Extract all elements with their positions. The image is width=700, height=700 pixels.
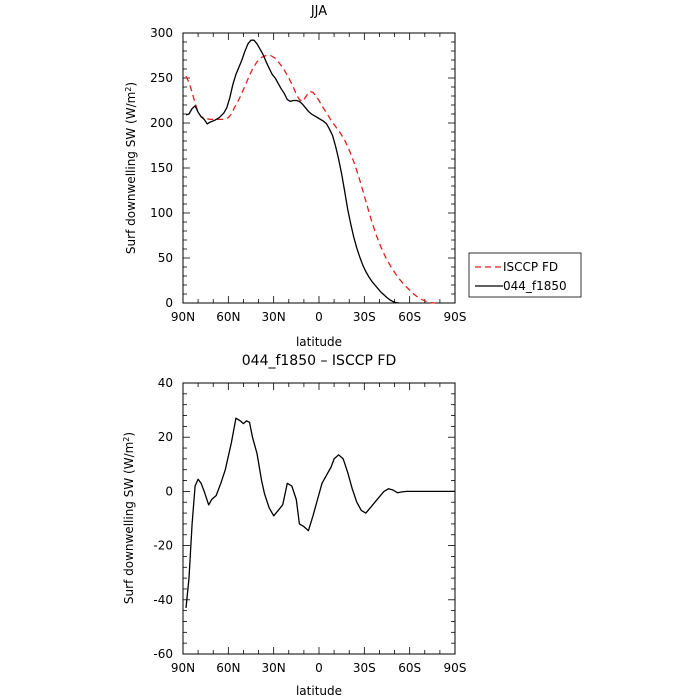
y-tick-label-top: 0	[165, 296, 173, 310]
y-tick-label-bottom: -40	[153, 593, 173, 607]
y-tick-label-top: 150	[150, 161, 173, 175]
y-tick-label-top: 300	[150, 26, 173, 40]
y-tick-label-top: 50	[158, 251, 173, 265]
plot-frame-bottom	[182, 382, 456, 655]
x-tick-label-top: 60N	[216, 310, 240, 324]
x-axis-label-top: latitude	[296, 335, 342, 349]
legend-box	[468, 252, 582, 298]
series-line-bottom-0	[185, 417, 455, 608]
legend-label-isccp: ISCCP FD	[503, 260, 558, 274]
y-tick-label-bottom: -20	[153, 539, 173, 553]
plot-frame-top	[182, 32, 456, 304]
x-tick-label-top: 30N	[262, 310, 286, 324]
x-tick-label-top: 90N	[171, 310, 195, 324]
panel-bottom: 044_f1850 – ISCCP FD latitude Surf downw…	[122, 353, 466, 698]
chart-title-top: JJA	[310, 4, 327, 19]
y-axis-label-top-sup: 2	[124, 87, 133, 92]
legend: ISCCP FD 044_f1850	[468, 252, 582, 298]
y-tick-label-bottom: 0	[165, 484, 173, 498]
x-tick-label-top: 90S	[444, 310, 467, 324]
x-axis-label-bottom: latitude	[296, 684, 342, 698]
series-top	[185, 39, 436, 304]
y-axis-label-bottom: Surf downwelling SW (W/m2)	[122, 432, 136, 604]
x-tick-label-bottom: 60N	[216, 661, 240, 675]
x-tick-label-bottom: 30S	[353, 661, 376, 675]
series-line-top-1	[185, 39, 400, 304]
y-tick-label-bottom: 20	[158, 430, 173, 444]
x-tick-label-bottom: 0	[315, 661, 323, 675]
y-axis-label-bottom-sup: 2	[122, 437, 131, 442]
panel-top: JJA latitude Surf downwelling SW (W/m2) …	[124, 4, 466, 349]
y-axis-label-top-main: Surf downwelling SW (W/m	[124, 92, 138, 254]
chart-title-bottom: 044_f1850 – ISCCP FD	[242, 353, 396, 369]
y-tick-label-top: 250	[150, 71, 173, 85]
y-tick-label-bottom: -60	[153, 647, 173, 661]
y-axis-label-bottom-close: )	[122, 432, 136, 437]
x-tick-label-bottom: 30N	[262, 661, 286, 675]
legend-label-model: 044_f1850	[503, 279, 567, 293]
ticks-bottom: -60 -40 -20 0 20 40 90N 60N 30N 0 30S 60S 90S	[153, 376, 466, 675]
x-tick-label-top: 60S	[398, 310, 421, 324]
y-axis-label-top-close: )	[124, 82, 138, 87]
y-tick-label-top: 100	[150, 206, 173, 220]
y-axis-label-bottom-main: Surf downwelling SW (W/m	[122, 442, 136, 604]
x-tick-label-bottom: 90S	[444, 661, 467, 675]
series-line-top-0	[185, 54, 436, 304]
x-tick-label-top: 0	[315, 310, 323, 324]
x-tick-label-bottom: 60S	[398, 661, 421, 675]
x-tick-label-top: 30S	[353, 310, 376, 324]
series-bottom	[185, 417, 455, 608]
y-tick-label-top: 200	[150, 116, 173, 130]
y-tick-label-bottom: 40	[158, 376, 173, 390]
x-tick-label-bottom: 90N	[171, 661, 195, 675]
y-axis-label-top: Surf downwelling SW (W/m2)	[124, 82, 138, 254]
ticks-top: 0 50 100 150 200 250 300 90N 60N 30N 0 30S 60S 90S	[150, 26, 466, 324]
